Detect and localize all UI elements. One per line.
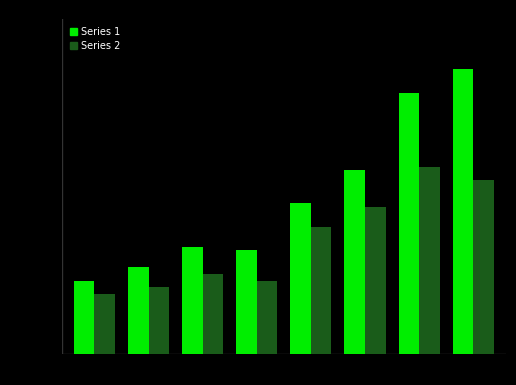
Bar (257, 281, 277, 354)
Legend: Series 1, Series 2: Series 1, Series 2 (67, 24, 124, 54)
Bar (311, 227, 331, 354)
Bar (365, 207, 385, 354)
Bar (236, 250, 257, 354)
Bar (453, 69, 473, 354)
Bar (398, 93, 419, 354)
Bar (74, 281, 94, 354)
Bar (94, 294, 115, 354)
Bar (149, 287, 169, 354)
Bar (291, 203, 311, 354)
Bar (182, 247, 203, 354)
Bar (128, 267, 149, 354)
Bar (344, 170, 365, 354)
Bar (419, 167, 440, 354)
Bar (203, 274, 223, 354)
Bar (473, 180, 494, 354)
